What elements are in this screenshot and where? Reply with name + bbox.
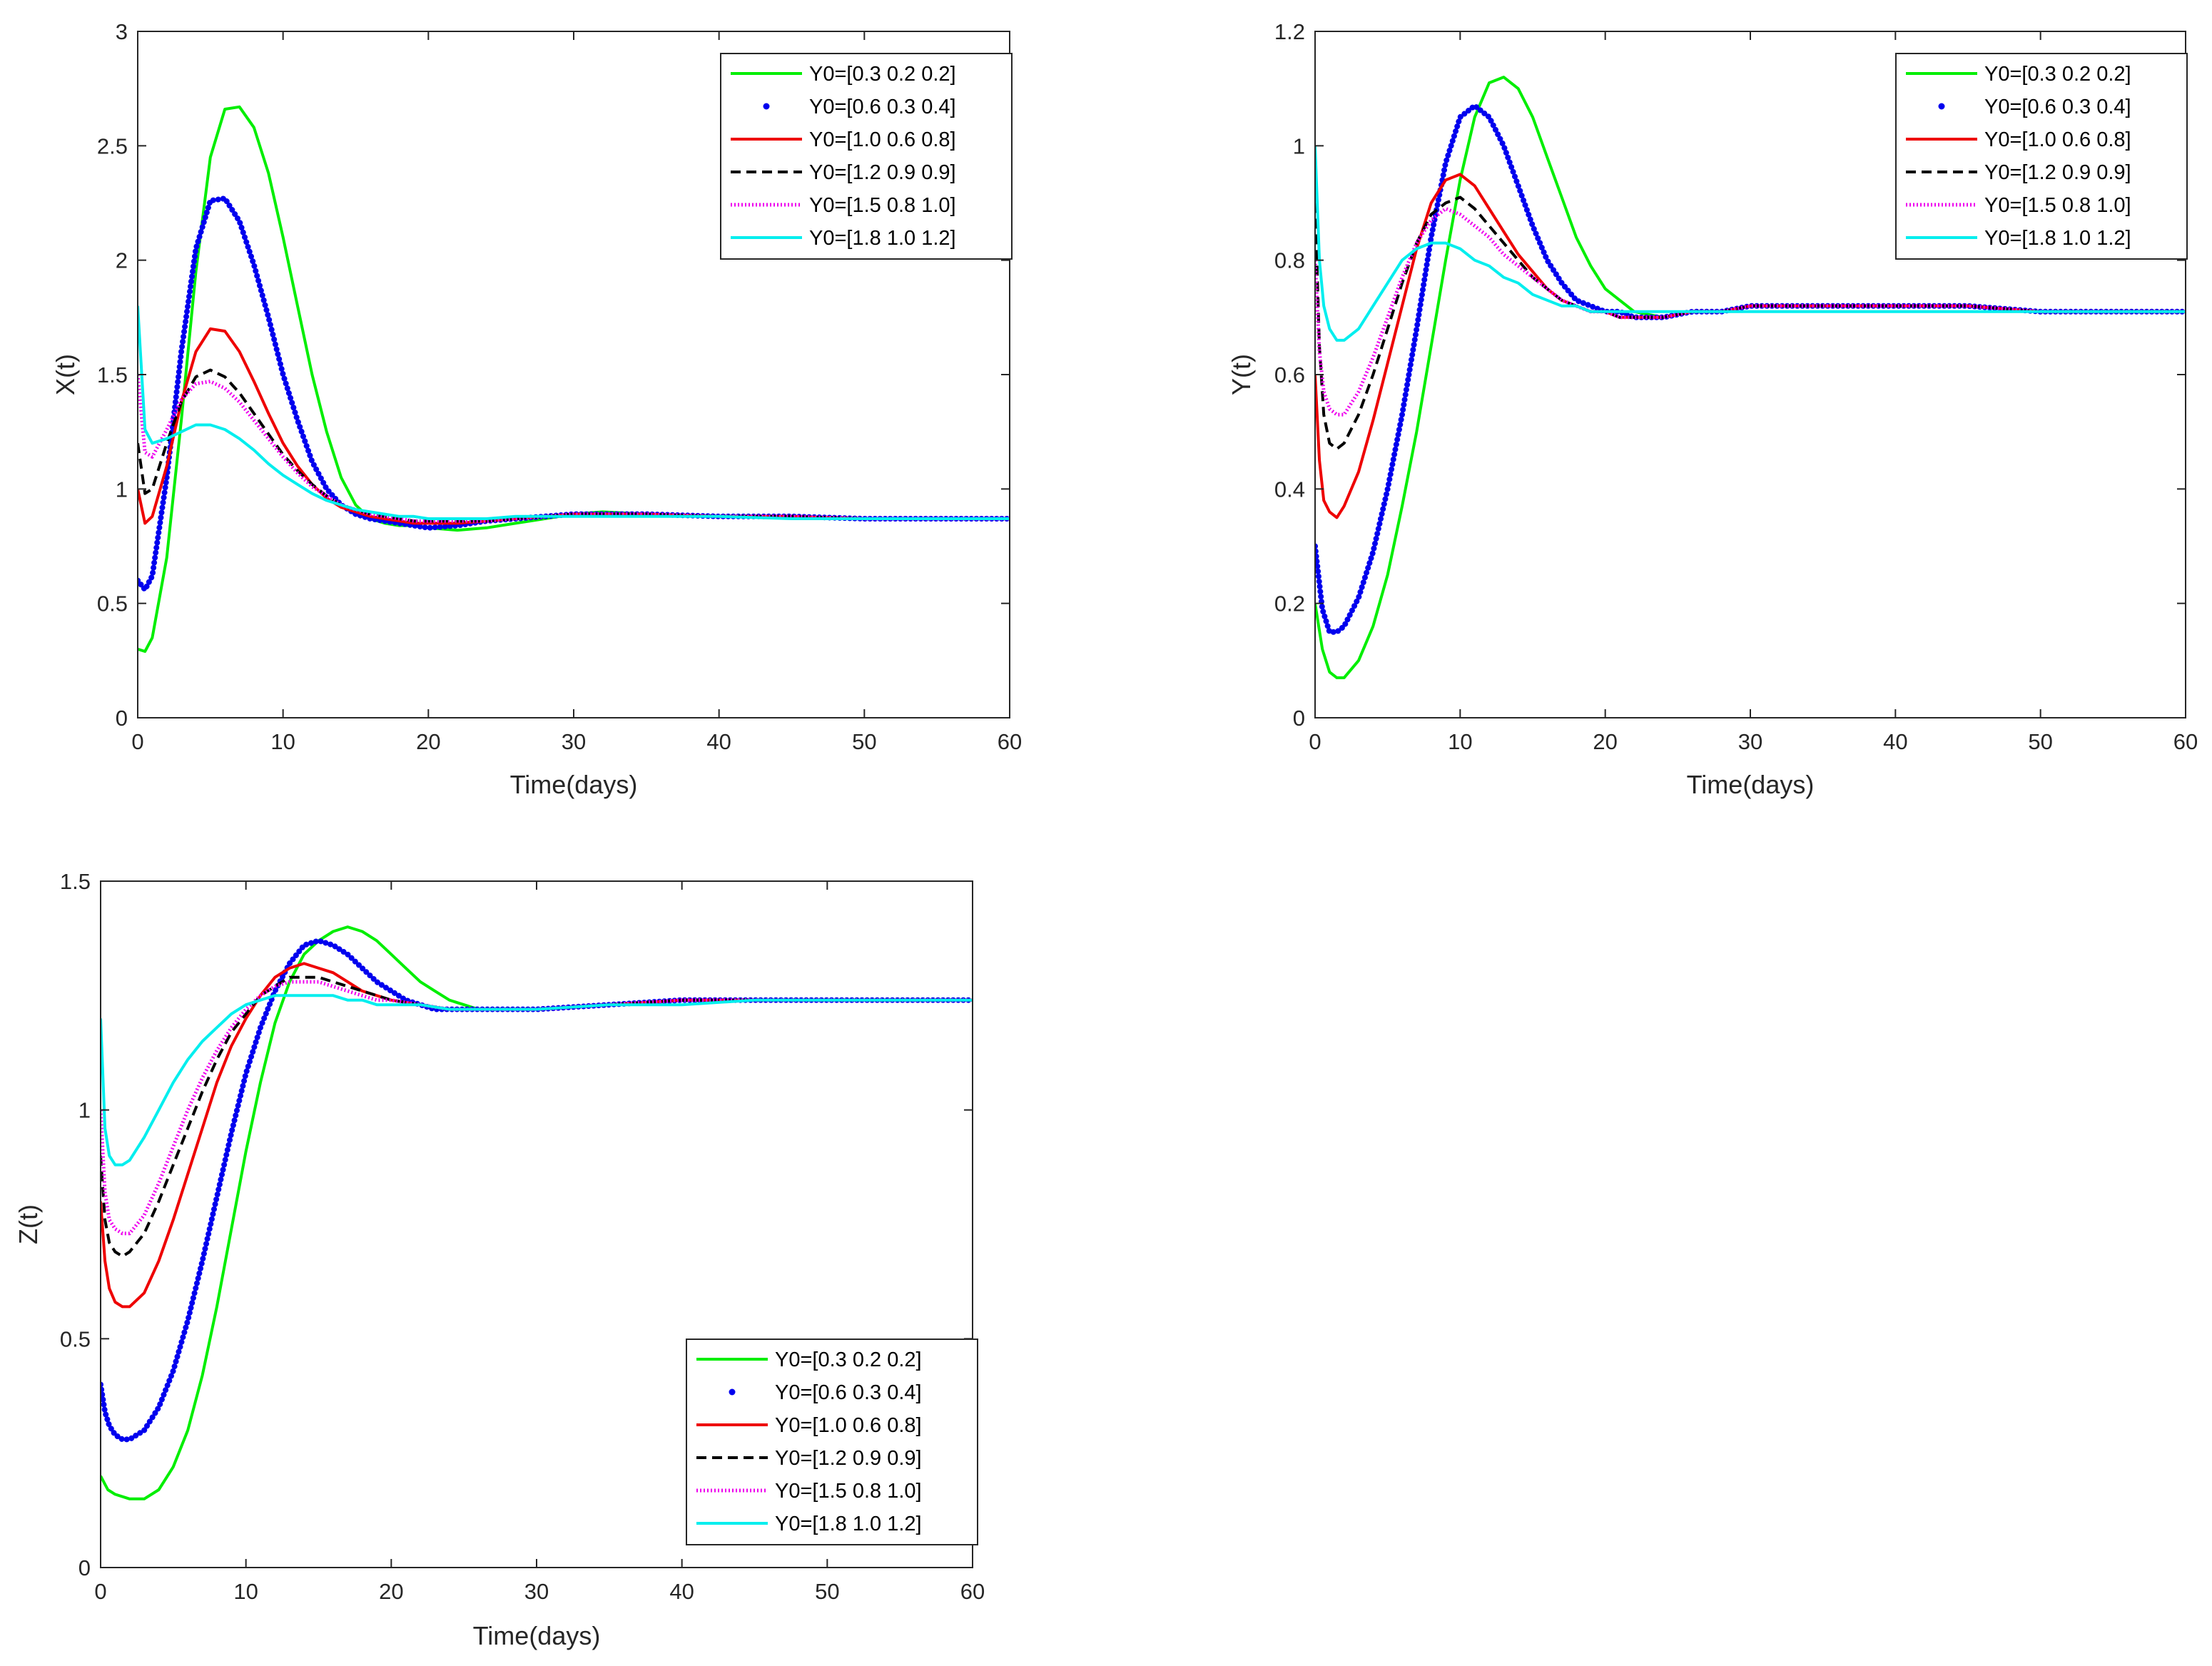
- chart-z-ticks: 0 10 20 30 40 50 60 0 0.5 1 1.5: [60, 869, 985, 1604]
- chart-y-ticks: 0 10 20 30 40 50 60 0 0.2 0.4 0.6 0.8 1 1.2: [1274, 19, 2198, 754]
- chart-y-ytick-label: 0: [1293, 706, 1305, 731]
- chart-x-ytick-label: 0: [116, 706, 128, 731]
- chart-z-xtick-label: 40: [669, 1579, 694, 1604]
- chart-z-lines: [101, 925, 973, 1500]
- chart-x-legend-label: Y0=[1.2 0.9 0.9]: [809, 161, 956, 184]
- chart-z-ytick-label: 1.5: [60, 869, 91, 894]
- chart-y-xtick-label: 40: [1883, 729, 1907, 754]
- chart-x-ticks: 0 10 20 30 40 50 60 0 0.5 1 1.5 2 2.5 3: [97, 19, 1022, 754]
- chart-y-legend-label: Y0=[0.6 0.3 0.4]: [1984, 96, 2131, 118]
- chart-y-legend-label: Y0=[1.5 0.8 1.0]: [1984, 194, 2131, 217]
- chart-z-legend: Y0=[0.3 0.2 0.2] Y0=[0.6 0.3 0.4] Y0=[1.0 …: [686, 1339, 978, 1545]
- chart-y-series-4: [1315, 195, 2186, 451]
- chart-x-ytick-label: 2.5: [97, 133, 128, 158]
- chart-y-ytick-label: 0.8: [1274, 248, 1305, 273]
- chart-x-xtick-label: 10: [270, 729, 295, 754]
- chart-x-legend-label: Y0=[0.3 0.2 0.2]: [809, 63, 956, 86]
- chart-z-series-6: [101, 994, 973, 1167]
- chart-z-xtick-label: 10: [233, 1579, 258, 1604]
- chart-z-xtick-label: 0: [94, 1579, 106, 1604]
- chart-y-ytick-label: 0.2: [1274, 591, 1305, 616]
- chart-y-ytick-label: 1.2: [1274, 19, 1305, 44]
- chart-y-legend-label: Y0=[1.0 0.6 0.8]: [1984, 128, 2131, 151]
- chart-x-legend-box: [720, 53, 1013, 260]
- chart-x-panel: 0 10 20 30 40 50 60 0 0.5 1 1.5 2 2.5 3 Time(days) X(…: [51, 19, 1022, 799]
- chart-x-xtick-label: 40: [706, 729, 731, 754]
- chart-y-lines: [1315, 76, 2186, 679]
- chart-y-series-6: [1315, 146, 2186, 342]
- chart-y-ytick-label: 1: [1293, 133, 1305, 158]
- chart-x-legend-marker: [763, 103, 770, 110]
- chart-y-ylabel: Y(t): [1227, 354, 1256, 395]
- chart-y-ytick-label: 0.4: [1274, 477, 1305, 502]
- chart-x-legend-label: Y0=[0.6 0.3 0.4]: [809, 96, 956, 118]
- chart-z-panel: 0 10 20 30 40 50 60 0 0.5 1 1.5 Time(days) Z(t) Y0…: [14, 869, 985, 1650]
- chart-y-legend-marker: [1938, 103, 1945, 110]
- chart-z-legend-label: Y0=[0.6 0.3 0.4]: [775, 1381, 922, 1404]
- chart-z-ytick-label: 0.5: [60, 1326, 91, 1351]
- chart-x-legend-label: Y0=[1.8 1.0 1.2]: [809, 227, 956, 250]
- chart-x-ytick-label: 1: [116, 477, 128, 502]
- chart-y-legend-box: [1895, 53, 2188, 260]
- chart-z-legend-label: Y0=[0.3 0.2 0.2]: [775, 1348, 922, 1371]
- chart-x-xtick-label: 20: [416, 729, 440, 754]
- chart-z-xlabel: Time(days): [473, 1621, 601, 1650]
- chart-x-lines: [138, 105, 1010, 653]
- chart-x-xtick-label: 30: [562, 729, 586, 754]
- chart-z-xtick-label: 30: [524, 1579, 549, 1604]
- chart-x-ytick-label: 0.5: [97, 591, 128, 616]
- chart-z-legend-box: [686, 1339, 978, 1545]
- chart-y-legend-label: Y0=[0.3 0.2 0.2]: [1984, 63, 2131, 86]
- chart-z-xtick-label: 20: [379, 1579, 403, 1604]
- chart-y-xlabel: Time(days): [1687, 770, 1815, 799]
- chart-y-legend-label: Y0=[1.2 0.9 0.9]: [1984, 161, 2131, 184]
- chart-y-xtick-label: 30: [1738, 729, 1762, 754]
- chart-x-ytick-label: 3: [116, 19, 128, 44]
- chart-z-legend-label: Y0=[1.0 0.6 0.8]: [775, 1414, 922, 1437]
- chart-y-ytick-label: 0.6: [1274, 362, 1305, 387]
- chart-y-xtick-label: 50: [2028, 729, 2052, 754]
- chart-y-xtick-label: 10: [1448, 729, 1472, 754]
- chart-x-legend-label: Y0=[1.0 0.6 0.8]: [809, 128, 956, 151]
- chart-z-ytick-label: 0: [78, 1555, 91, 1580]
- chart-z-xtick-label: 60: [960, 1579, 985, 1604]
- chart-x-legend-label: Y0=[1.5 0.8 1.0]: [809, 194, 956, 217]
- chart-z-xtick-label: 50: [815, 1579, 839, 1604]
- chart-z-legend-label: Y0=[1.2 0.9 0.9]: [775, 1447, 922, 1470]
- chart-z-ylabel: Z(t): [14, 1204, 43, 1244]
- chart-x-series-6: [138, 305, 1010, 520]
- chart-y-legend: Y0=[0.3 0.2 0.2] Y0=[0.6 0.3 0.4] Y0=[1.0 …: [1895, 53, 2188, 260]
- chart-y-xtick-label: 0: [1309, 729, 1321, 754]
- chart-z-legend-label: Y0=[1.8 1.0 1.2]: [775, 1513, 922, 1535]
- chart-z-legend-marker: [729, 1388, 736, 1396]
- chart-x-xlabel: Time(days): [510, 770, 638, 799]
- chart-x-xtick-label: 50: [852, 729, 876, 754]
- chart-x-xtick-label: 0: [131, 729, 143, 754]
- chart-x-series-3: [138, 327, 1010, 525]
- chart-x-legend: Y0=[0.3 0.2 0.2] Y0=[0.6 0.3 0.4] Y0=[1.0 …: [720, 53, 1013, 260]
- chart-x-ytick-label: 1.5: [97, 362, 128, 387]
- chart-y-legend-label: Y0=[1.8 1.0 1.2]: [1984, 227, 2131, 250]
- chart-z-legend-label: Y0=[1.5 0.8 1.0]: [775, 1480, 922, 1503]
- chart-y-panel: 0 10 20 30 40 50 60 0 0.2 0.4 0.6 0.8 1 1.2 Time(days…: [1227, 19, 2198, 799]
- chart-z-ytick-label: 1: [78, 1098, 91, 1123]
- chart-y-xtick-label: 20: [1593, 729, 1617, 754]
- chart-x-ylabel: X(t): [51, 354, 80, 395]
- chart-x-xtick-label: 60: [998, 729, 1022, 754]
- chart-y-xtick-label: 60: [2173, 729, 2198, 754]
- chart-x-ytick-label: 2: [116, 248, 128, 273]
- chart-y-series-5: [1315, 207, 2186, 417]
